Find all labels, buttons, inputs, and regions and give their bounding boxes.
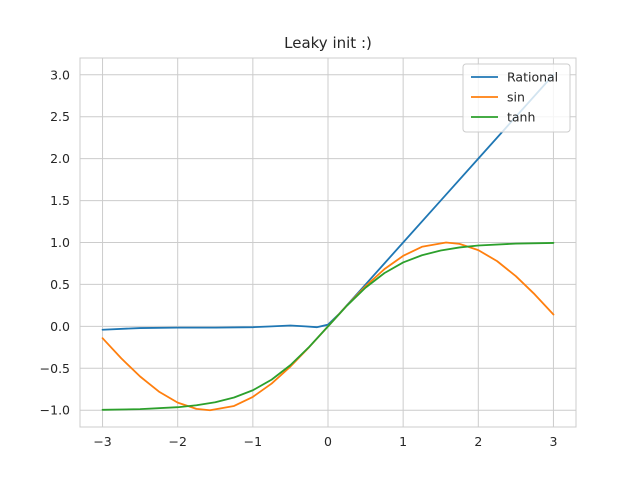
y-tick-label: 1.5 (50, 193, 70, 208)
y-axis: −1.0 −0.5 0.0 0.5 1.0 1.5 2.0 2.5 3.0 (40, 67, 70, 417)
x-tick-label: −3 (93, 434, 111, 449)
series-layer (101, 73, 555, 412)
legend-box (462, 63, 571, 133)
chart-title: Leaky init :) (284, 34, 372, 52)
series-line-rational (101, 73, 555, 331)
legend: Rational sin tanh (462, 63, 571, 133)
x-tick-label: −2 (168, 434, 186, 449)
legend-label-sin: sin (507, 90, 525, 105)
y-tick-label: 1.0 (50, 235, 70, 250)
legend-label-tanh: tanh (507, 110, 535, 125)
y-tick-label: −0.5 (40, 361, 70, 376)
legend-label-rational: Rational (507, 70, 558, 85)
y-tick-label: 3.0 (50, 67, 70, 82)
y-tick-label: 0.5 (50, 277, 70, 292)
x-tick-label: 2 (474, 434, 482, 449)
series-line-tanh (101, 242, 555, 411)
y-tick-label: −1.0 (40, 403, 70, 418)
x-axis: −3 −2 −1 0 1 2 3 (93, 434, 557, 449)
y-tick-label: 2.5 (50, 109, 70, 124)
x-tick-label: 0 (324, 434, 332, 449)
axes-frame (79, 57, 577, 428)
x-tick-label: 3 (549, 434, 557, 449)
x-tick-label: −1 (244, 434, 262, 449)
x-tick-label: 1 (399, 434, 407, 449)
y-tick-label: 0.0 (50, 319, 70, 334)
y-tick-label: 2.0 (50, 151, 70, 166)
